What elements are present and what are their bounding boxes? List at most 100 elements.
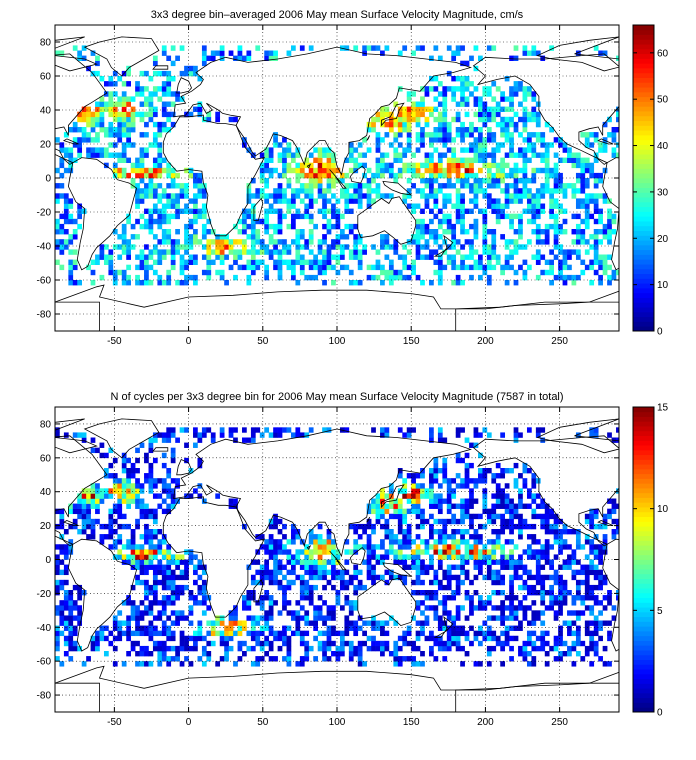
bin-cell [535, 610, 541, 616]
bin-cell [144, 523, 149, 530]
bin-cell [72, 280, 78, 286]
bin-cell [344, 198, 350, 204]
bin-cell [540, 549, 546, 555]
bin-cell [339, 605, 345, 611]
bin-cell [362, 137, 367, 143]
bin-cell [59, 544, 65, 550]
bin-cell [504, 468, 510, 474]
bin-cell [473, 605, 479, 611]
bin-cell [553, 162, 559, 169]
colorbar-segment [633, 87, 654, 93]
bin-cell [500, 473, 506, 479]
bin-cell [486, 595, 492, 601]
bin-cell [544, 178, 550, 184]
bin-cell [442, 544, 448, 550]
bin-cell [255, 559, 261, 565]
bin-cell [166, 218, 172, 225]
bin-cell [135, 488, 140, 494]
bin-cell [152, 625, 158, 631]
bin-cell [55, 167, 60, 174]
bin-cell [339, 645, 345, 652]
bin-cell [553, 610, 559, 616]
bin-cell [402, 554, 408, 560]
bin-cell [188, 208, 194, 214]
bin-cell [558, 640, 563, 647]
bin-cell [500, 203, 506, 209]
bin-cell [518, 645, 523, 652]
bin-cell [148, 183, 154, 189]
bin-cell [415, 137, 421, 143]
bin-cell [170, 630, 176, 637]
bin-cell [63, 167, 69, 174]
bin-cell [495, 579, 501, 586]
bin-cell [558, 630, 563, 637]
bin-cell [193, 203, 198, 209]
colorbar-segment [633, 201, 654, 208]
bin-cell [495, 147, 501, 153]
bin-cell [295, 625, 301, 631]
bin-cell [95, 447, 100, 454]
x-tick-label: 0 [186, 336, 192, 347]
bin-cell [446, 259, 452, 265]
bin-cell [335, 656, 341, 662]
bin-cell [135, 81, 140, 87]
bin-cell [549, 188, 554, 194]
bin-cell [500, 132, 506, 138]
bin-cell [429, 137, 434, 143]
bin-cell [482, 147, 488, 153]
bin-cell [580, 569, 586, 576]
bin-cell [549, 172, 554, 179]
bin-cell [175, 244, 180, 250]
bin-cell [273, 574, 278, 581]
bin-cell [460, 534, 465, 540]
bin-cell [455, 539, 461, 545]
bin-cell [250, 178, 256, 184]
bin-cell [460, 223, 465, 230]
bin-cell [72, 630, 78, 637]
bin-cell [406, 264, 412, 271]
bin-cell [437, 559, 443, 565]
bin-cell [478, 539, 483, 545]
bin-cell [228, 615, 234, 621]
bin-cell [233, 249, 238, 255]
bin-cell [388, 615, 394, 621]
bin-cell [526, 630, 532, 637]
coastline [536, 36, 619, 72]
bin-cell [308, 559, 314, 565]
bin-cell [513, 503, 519, 509]
bin-cell [250, 574, 256, 581]
bin-cell [589, 193, 595, 199]
bin-cell [460, 81, 465, 87]
bin-cell [393, 137, 399, 143]
bin-cell [304, 259, 310, 265]
bin-cell [273, 223, 278, 230]
bin-cell [277, 564, 283, 570]
bin-cell [486, 518, 492, 525]
bin-cell [500, 127, 506, 133]
bin-cell [63, 590, 69, 596]
bin-cell [415, 244, 421, 250]
bin-cell [219, 45, 225, 51]
bin-cell [437, 259, 443, 265]
bin-cell [197, 178, 203, 184]
bin-cell [161, 595, 167, 601]
bin-cell [144, 579, 149, 586]
bin-cell [322, 620, 327, 626]
bin-cell [420, 188, 425, 194]
bin-cell [255, 579, 261, 586]
bin-cell [126, 172, 131, 179]
bin-cell [433, 178, 439, 184]
bin-cell [322, 188, 327, 194]
bin-cell [486, 116, 492, 123]
bin-cell [482, 142, 488, 148]
bin-cell [593, 549, 599, 555]
bin-cell [108, 640, 114, 647]
bin-cell [366, 183, 372, 189]
bin-cell [259, 595, 265, 601]
bin-cell [437, 274, 443, 281]
bin-cell [108, 132, 114, 138]
bin-cell [460, 157, 465, 163]
bin-cell [166, 656, 172, 662]
bin-cell [357, 188, 363, 194]
